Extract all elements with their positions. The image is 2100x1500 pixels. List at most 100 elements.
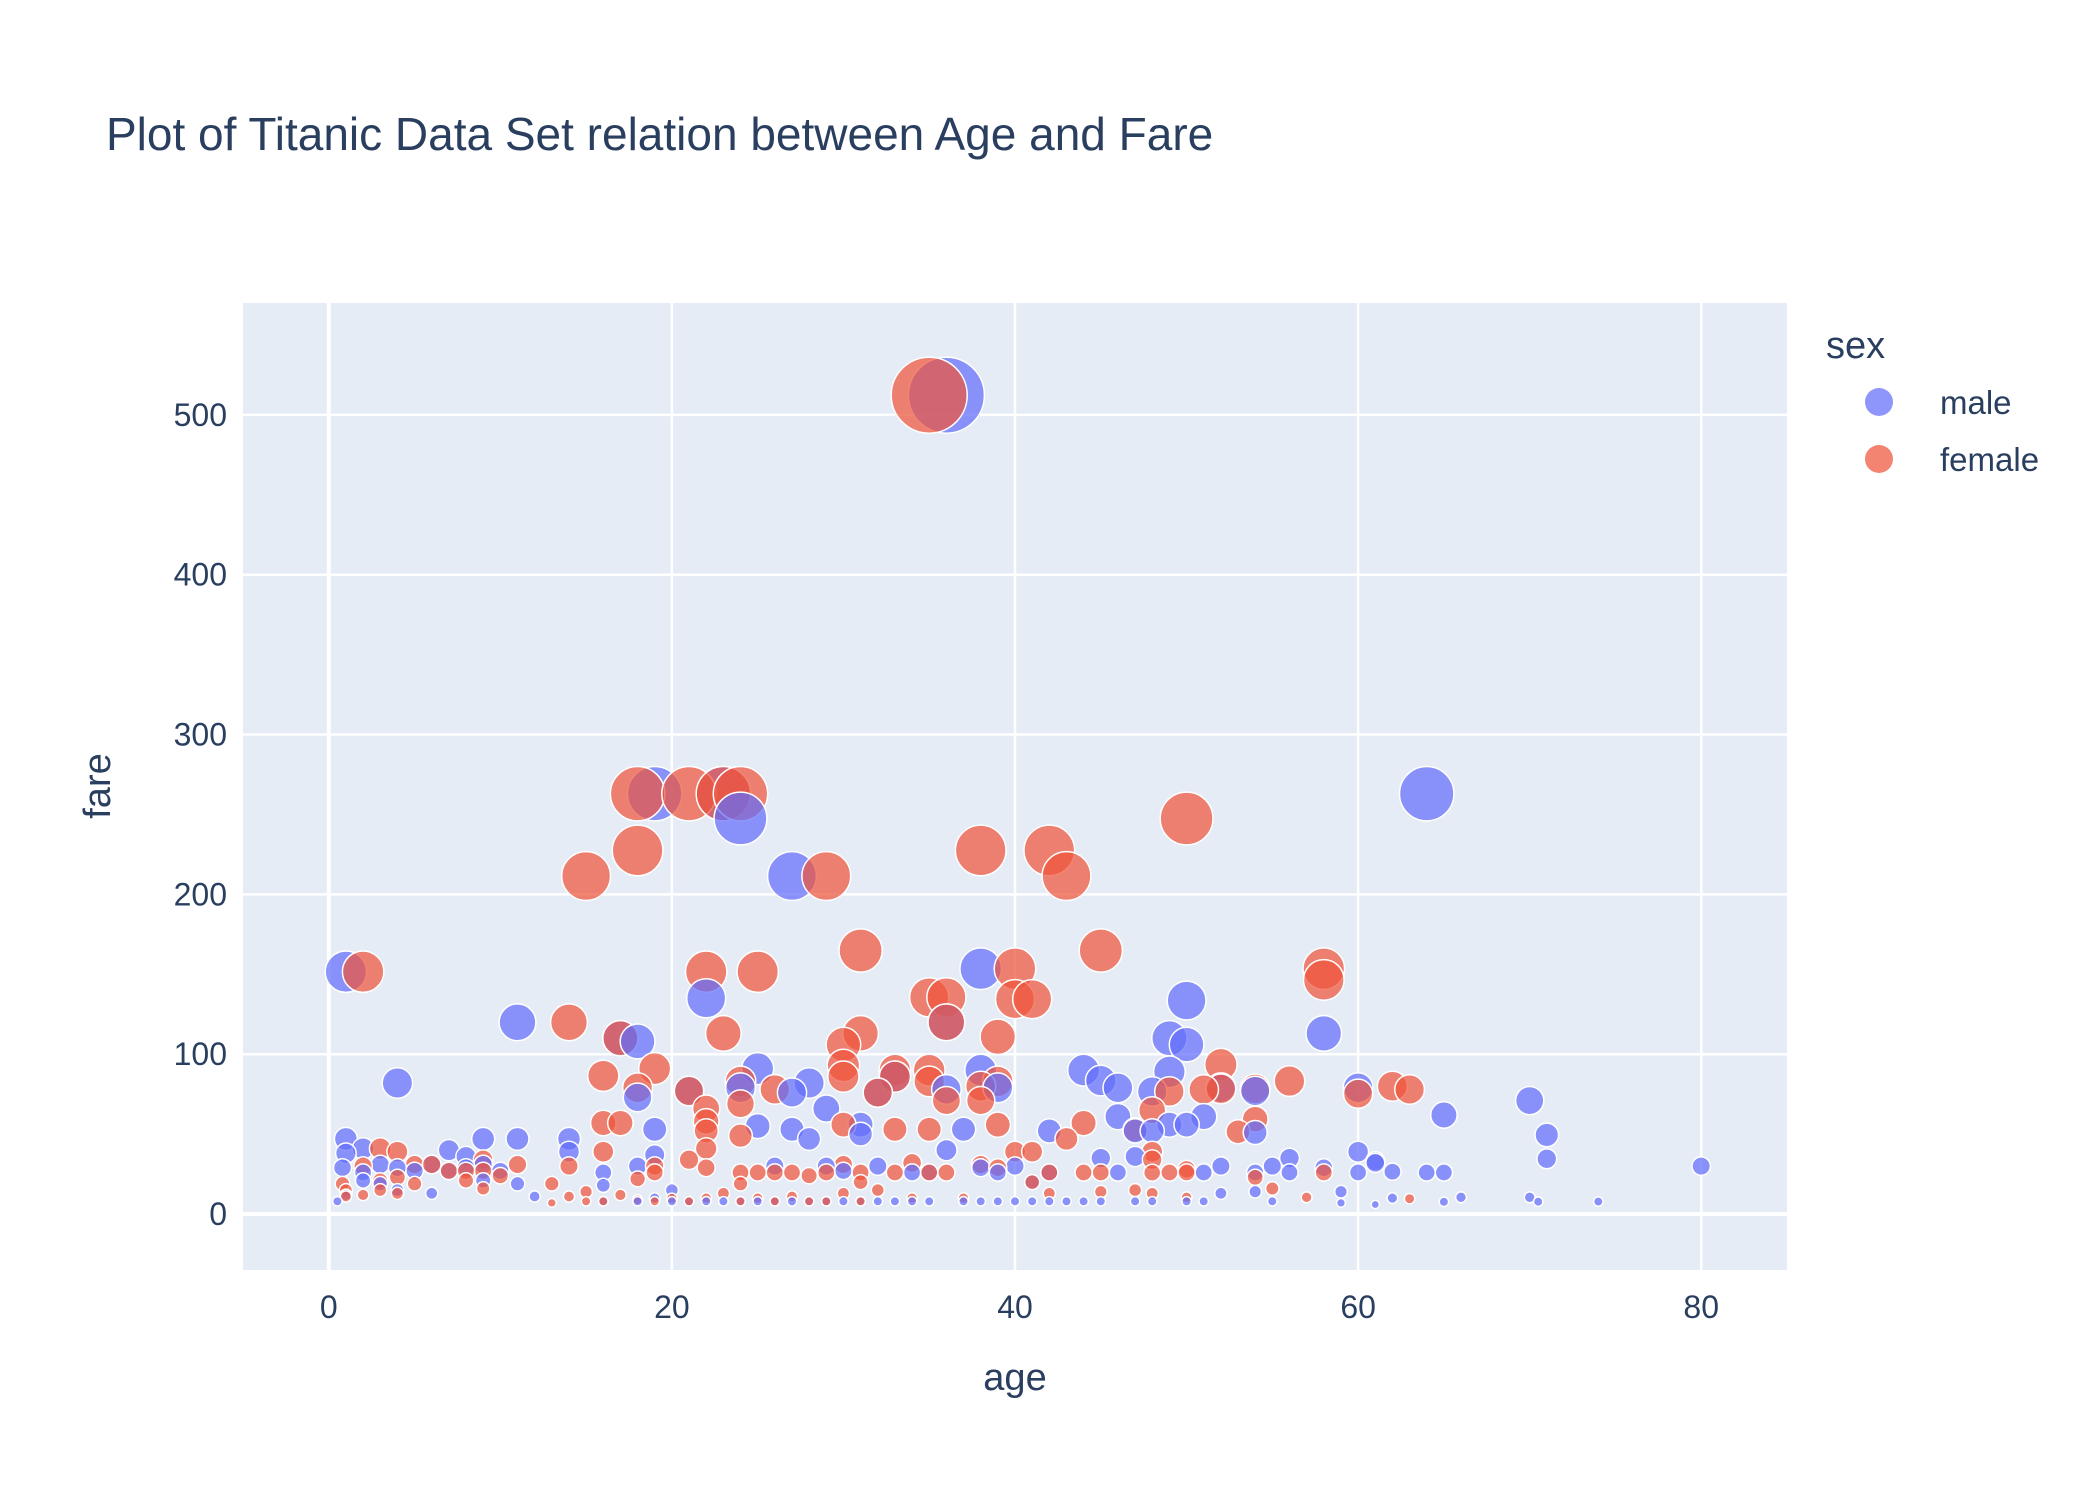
data-point-female[interactable] [491, 1166, 510, 1185]
data-point-female[interactable] [890, 356, 968, 434]
data-point-female[interactable] [919, 1163, 939, 1182]
data-point-male[interactable] [1242, 1119, 1268, 1146]
data-point-male[interactable] [1592, 1196, 1604, 1208]
data-point-female[interactable] [562, 1190, 576, 1203]
data-point-male[interactable] [1078, 1195, 1090, 1207]
data-point-female[interactable] [1394, 1073, 1426, 1106]
data-points[interactable] [324, 356, 1712, 1210]
data-point-female[interactable] [1273, 1065, 1306, 1098]
data-point-female[interactable] [1403, 1192, 1416, 1205]
data-point-female[interactable] [838, 928, 883, 973]
data-point-male[interactable] [1383, 1162, 1402, 1182]
data-point-female[interactable] [1153, 1076, 1185, 1107]
data-point-female[interactable] [1177, 1163, 1196, 1182]
data-point-male[interactable] [632, 1195, 644, 1207]
data-point-male[interactable] [847, 1121, 874, 1147]
data-point-female[interactable] [611, 824, 664, 877]
data-point-male[interactable] [1305, 1014, 1343, 1052]
data-point-male[interactable] [1365, 1152, 1386, 1174]
data-point-male[interactable] [1266, 1195, 1278, 1207]
data-point-male[interactable] [811, 1094, 841, 1123]
data-point-female[interactable] [341, 950, 385, 994]
data-point-female[interactable] [678, 1149, 700, 1171]
data-point-male[interactable] [872, 1195, 884, 1207]
data-point-female[interactable] [916, 1116, 943, 1143]
data-point-female[interactable] [439, 1161, 459, 1181]
data-point-female[interactable] [965, 1085, 996, 1116]
data-point-female[interactable] [696, 1157, 716, 1178]
data-point-male[interactable] [1210, 1156, 1231, 1177]
data-point-male[interactable] [1146, 1195, 1158, 1207]
data-point-female[interactable] [543, 1175, 560, 1192]
data-point-male[interactable] [988, 1163, 1008, 1182]
data-point-male[interactable] [1429, 1101, 1458, 1129]
data-point-female[interactable] [339, 1190, 353, 1203]
data-point-female[interactable] [800, 1166, 819, 1185]
data-point-male[interactable] [1214, 1186, 1228, 1201]
data-point-female[interactable] [421, 1154, 442, 1175]
data-point-female[interactable] [592, 1140, 615, 1163]
data-point-female[interactable] [954, 824, 1007, 877]
data-point-male[interactable] [1370, 1199, 1381, 1210]
data-point-male[interactable] [381, 1067, 414, 1099]
data-point-male[interactable] [1454, 1191, 1468, 1204]
data-point-male[interactable] [666, 1195, 678, 1207]
data-point-male[interactable] [1102, 1072, 1134, 1104]
data-point-female[interactable] [735, 1195, 746, 1207]
data-point-male[interactable] [1262, 1156, 1283, 1177]
legend-item-male[interactable]: male [1865, 384, 2012, 421]
data-point-male[interactable] [970, 1157, 991, 1178]
data-point-male[interactable] [424, 1186, 439, 1201]
data-point-male[interactable] [1534, 1122, 1560, 1148]
data-point-female[interactable] [597, 1195, 609, 1207]
data-point-female[interactable] [816, 1163, 836, 1182]
data-point-female[interactable] [765, 1163, 785, 1182]
data-point-male[interactable] [470, 1126, 496, 1152]
data-point-male[interactable] [528, 1190, 541, 1203]
data-point-male[interactable] [837, 1195, 849, 1207]
data-point-female[interactable] [927, 1003, 966, 1042]
data-point-male[interactable] [1417, 1163, 1437, 1182]
data-point-female[interactable] [560, 850, 612, 902]
data-point-female[interactable] [1054, 1126, 1079, 1152]
data-point-female[interactable] [1160, 1163, 1179, 1182]
data-point-female[interactable] [862, 1077, 894, 1108]
data-point-male[interactable] [1194, 1163, 1214, 1182]
data-point-female[interactable] [683, 1195, 695, 1207]
data-point-male[interactable] [958, 1195, 969, 1207]
data-point-female[interactable] [586, 1059, 620, 1093]
data-point-male[interactable] [1280, 1163, 1299, 1182]
data-point-female[interactable] [390, 1186, 405, 1201]
data-point-female[interactable] [782, 1163, 802, 1182]
data-point-female[interactable] [549, 1003, 589, 1042]
data-point-female[interactable] [649, 1195, 661, 1207]
data-point-female[interactable] [1246, 1168, 1265, 1187]
data-point-female[interactable] [1091, 1163, 1111, 1182]
data-point-male[interactable] [1248, 1184, 1263, 1199]
data-point-male[interactable] [332, 1157, 353, 1178]
data-point-female[interactable] [609, 765, 666, 822]
legend-item-female[interactable]: female [1865, 441, 2039, 478]
data-point-male[interactable] [1095, 1195, 1107, 1207]
data-point-male[interactable] [776, 1077, 808, 1108]
data-point-female[interactable] [732, 1175, 749, 1192]
data-point-female[interactable] [727, 1123, 754, 1149]
data-point-female[interactable] [881, 1116, 908, 1143]
data-point-female[interactable] [606, 1109, 634, 1137]
data-point-female[interactable] [1039, 1163, 1059, 1182]
data-point-female[interactable] [852, 1173, 869, 1191]
data-point-female[interactable] [507, 1154, 528, 1175]
data-point-male[interactable] [505, 1126, 530, 1152]
data-point-male[interactable] [906, 1195, 918, 1207]
data-point-female[interactable] [1127, 1182, 1143, 1198]
data-point-female[interactable] [855, 1195, 867, 1207]
data-point-male[interactable] [1168, 1026, 1205, 1063]
data-point-male[interactable] [833, 1161, 853, 1181]
data-point-female[interactable] [979, 1018, 1017, 1056]
data-point-male[interactable] [370, 1154, 391, 1175]
data-point-female[interactable] [1342, 1078, 1374, 1110]
data-point-female[interactable] [736, 950, 780, 994]
data-point-female[interactable] [937, 1163, 956, 1182]
data-point-male[interactable] [717, 1195, 729, 1207]
data-point-male[interactable] [1532, 1196, 1544, 1208]
